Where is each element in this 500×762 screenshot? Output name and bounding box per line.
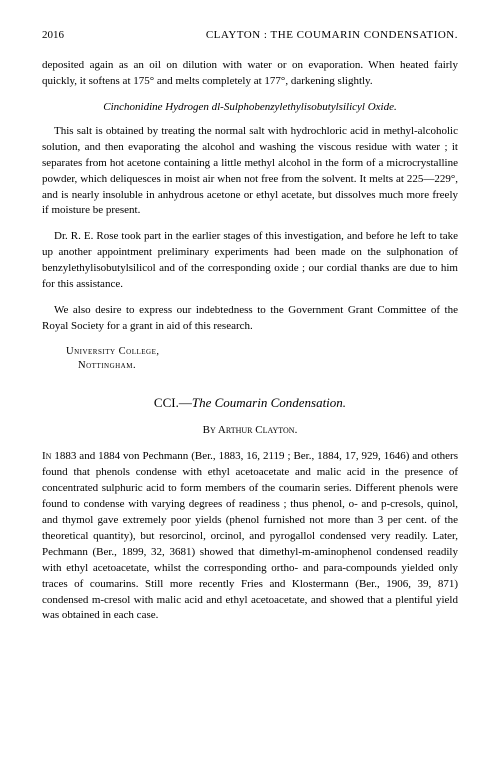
- running-head-text: CLAYTON : THE COUMARIN CONDENSATION.: [206, 28, 458, 44]
- paragraph-salt-description: This salt is obtained by treating the no…: [42, 124, 458, 220]
- article-body-text: 1883 and 1884 von Pechmann (Ber., 1883, …: [42, 450, 458, 621]
- article-number: CCI.: [154, 395, 179, 410]
- affiliation-line1: University College,: [66, 345, 458, 359]
- paragraph-acknowledgment-grant: We also desire to express our indebtedne…: [42, 303, 458, 335]
- page-number: 2016: [42, 28, 64, 44]
- article-title-text: The Coumarin Condensation.: [192, 395, 346, 410]
- affiliation-block: University College, Nottingham.: [66, 345, 458, 372]
- paragraph-continuation: deposited again as an oil on dilution wi…: [42, 58, 458, 90]
- section-subheading: Cinchonidine Hydrogen dl-Sulphobenzyleth…: [42, 100, 458, 116]
- paragraph-acknowledgment-rose: Dr. R. E. Rose took part in the earlier …: [42, 229, 458, 293]
- affiliation-line2: Nottingham.: [78, 359, 458, 373]
- article-byline: By Arthur Clayton.: [42, 423, 458, 439]
- running-header: 2016 CLAYTON : THE COUMARIN CONDENSATION…: [42, 28, 458, 44]
- article-body: In 1883 and 1884 von Pechmann (Ber., 188…: [42, 449, 458, 624]
- article-title: CCI.—The Coumarin Condensation.: [42, 394, 458, 413]
